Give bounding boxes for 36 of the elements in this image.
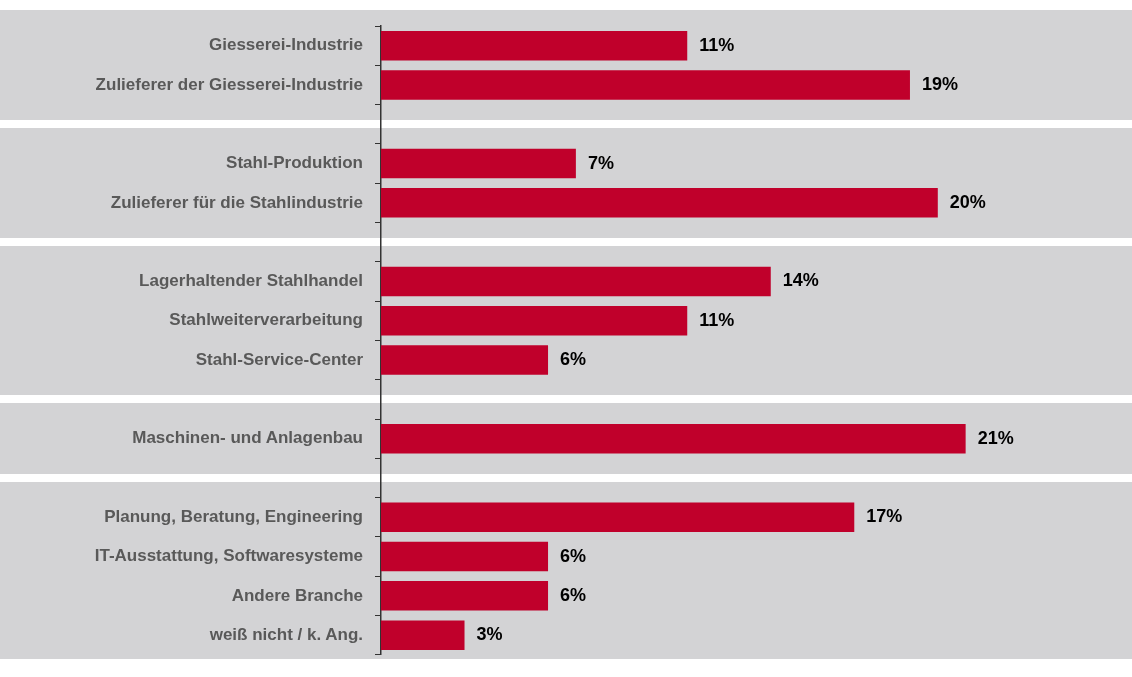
bar: [381, 620, 465, 650]
y-tick-label: Zulieferer für die Stahlindustrie: [110, 192, 363, 212]
bar: [381, 345, 549, 375]
bar: [381, 70, 910, 100]
data-label: 3%: [476, 624, 503, 645]
y-tick-label: Stahl-Produktion: [226, 153, 363, 173]
y-tick-label: Stahlweiterverarbeitung: [169, 310, 363, 330]
y-tick-label: Lagerhaltender Stahlhandel: [139, 271, 363, 291]
data-label: 11%: [699, 34, 735, 55]
bar: [381, 541, 549, 572]
bar: [381, 148, 576, 179]
data-label: 6%: [560, 545, 587, 566]
data-label: 11%: [699, 309, 735, 330]
data-label: 19%: [921, 73, 958, 94]
bar: [381, 266, 771, 297]
y-tick-label: weiß nicht / k. Ang.: [208, 624, 363, 644]
data-label: 6%: [560, 349, 587, 370]
bar: [381, 423, 966, 454]
y-tick-label: Maschinen- und Anlagenbau: [132, 428, 363, 448]
y-tick-label: IT-Ausstattung, Softwaresysteme: [94, 546, 363, 566]
data-label: 21%: [977, 427, 1014, 448]
y-tick-label: Stahl-Service-Center: [195, 349, 364, 369]
data-label: 6%: [560, 584, 587, 605]
data-label: 7%: [587, 152, 614, 173]
bar: [381, 502, 855, 532]
y-tick-label: Planung, Beratung, Engineering: [104, 506, 363, 526]
data-label: 17%: [866, 506, 903, 527]
bar: [381, 30, 688, 61]
y-tick-label: Andere Branche: [231, 585, 363, 605]
data-label: 14%: [782, 270, 819, 291]
bar: [381, 188, 938, 218]
bar: [381, 306, 688, 336]
y-tick-label: Zulieferer der Giesserei-Industrie: [95, 74, 363, 94]
y-tick-label: Giesserei-Industrie: [208, 35, 363, 55]
data-label: 20%: [949, 191, 986, 212]
bar: [381, 581, 549, 611]
